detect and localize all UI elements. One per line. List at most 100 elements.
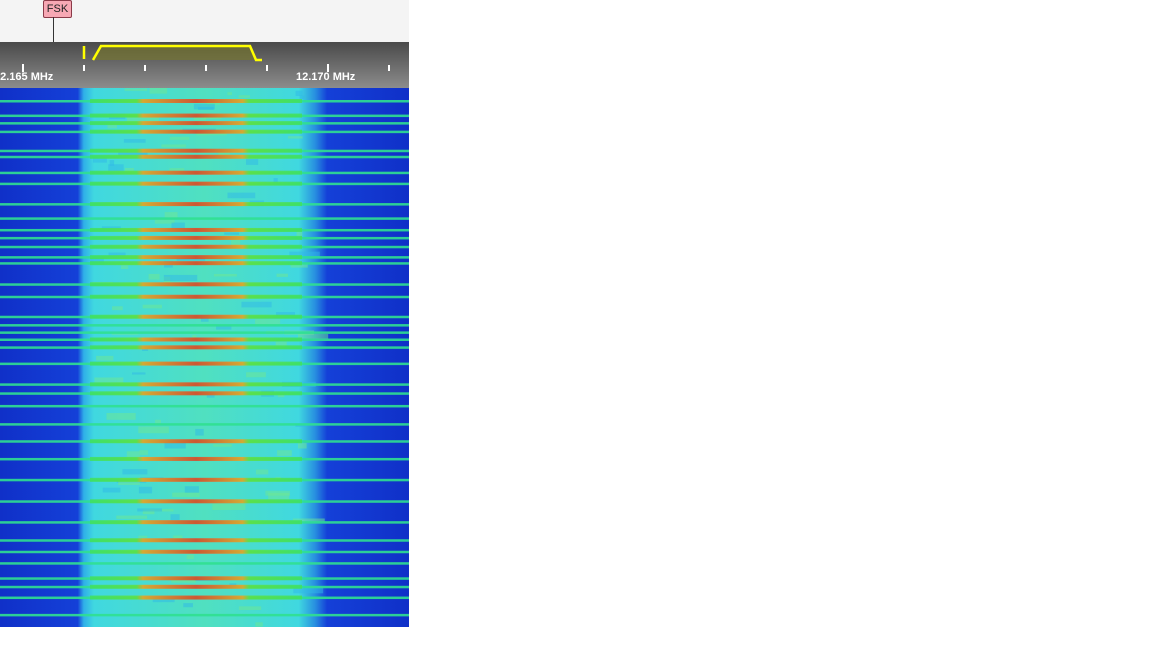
hot-stripe xyxy=(90,227,302,232)
noise xyxy=(124,168,134,172)
noise xyxy=(154,218,175,224)
hot-stripe xyxy=(90,244,302,249)
noise xyxy=(163,274,198,282)
noise xyxy=(112,306,123,311)
noise xyxy=(172,492,200,498)
noise xyxy=(164,212,178,219)
hot-stripe xyxy=(90,99,302,103)
noise xyxy=(184,486,199,493)
noise xyxy=(276,273,288,277)
noise xyxy=(193,116,207,121)
noise xyxy=(108,164,124,171)
noise xyxy=(299,95,305,99)
noise xyxy=(170,514,180,521)
hot-stripe xyxy=(90,520,302,525)
noise xyxy=(120,265,129,270)
noise xyxy=(148,273,160,280)
frequency-scale: 12.165 MHz 12.170 MHz xyxy=(0,42,409,88)
stripe xyxy=(0,217,409,220)
hot-stripe xyxy=(90,170,302,175)
noise xyxy=(149,88,168,94)
noise xyxy=(218,152,230,157)
noise xyxy=(241,301,272,308)
hot-stripe xyxy=(90,337,302,342)
noise xyxy=(109,160,115,166)
scale-graphics xyxy=(22,44,390,72)
noise xyxy=(275,341,287,347)
noise xyxy=(296,230,303,237)
noise xyxy=(289,251,320,257)
noise xyxy=(142,304,162,309)
noise xyxy=(273,178,278,185)
marker-bar: FSK xyxy=(0,0,409,42)
waterfall-panel: FSK 12.165 MHz 12.170 MHz xyxy=(0,0,409,627)
noise xyxy=(238,95,250,98)
noise xyxy=(127,114,160,122)
hot-stripe xyxy=(90,113,302,118)
noise xyxy=(195,428,204,436)
noise xyxy=(212,503,246,511)
noise xyxy=(265,490,290,496)
noise xyxy=(126,451,140,458)
hot-stripe xyxy=(90,121,302,126)
noise xyxy=(96,355,114,361)
ticks xyxy=(22,64,390,72)
scale-label: 12.165 MHz xyxy=(0,71,54,83)
hot-stripe xyxy=(90,595,302,600)
noise xyxy=(290,263,308,268)
noise xyxy=(293,587,324,594)
noise xyxy=(142,509,155,515)
hot-stripe xyxy=(90,477,302,482)
noise xyxy=(152,599,175,603)
noise xyxy=(298,443,307,449)
stripe xyxy=(0,324,409,327)
waterfall xyxy=(0,88,409,627)
hot-stripe xyxy=(90,538,302,543)
scale-label: 12.170 MHz xyxy=(296,71,356,83)
noise xyxy=(123,139,146,143)
passband-outline[interactable] xyxy=(91,44,262,62)
noise xyxy=(138,486,153,494)
noise xyxy=(213,273,237,277)
passband-fill xyxy=(93,46,258,60)
noise xyxy=(173,535,183,540)
noise xyxy=(292,518,325,522)
hot-stripe xyxy=(90,391,302,396)
noise xyxy=(224,232,240,235)
hot-stripe xyxy=(90,345,302,350)
noise xyxy=(142,348,149,351)
noise xyxy=(132,372,146,375)
hot-stripe xyxy=(90,439,302,444)
noise xyxy=(268,492,290,500)
noise xyxy=(255,319,281,325)
hot-stripe xyxy=(90,456,302,461)
noise xyxy=(107,124,117,129)
stripe xyxy=(0,331,409,334)
noise xyxy=(238,606,262,611)
hot-stripe xyxy=(90,261,302,266)
noise xyxy=(122,469,148,475)
noise xyxy=(161,144,187,148)
hot-stripe xyxy=(90,129,302,134)
noise xyxy=(203,116,222,120)
hot-stripe xyxy=(90,576,302,581)
noise xyxy=(186,554,194,560)
fsk-marker[interactable]: FSK xyxy=(43,0,72,18)
noise xyxy=(138,426,169,434)
noise xyxy=(227,192,256,199)
noise xyxy=(213,444,232,447)
noise xyxy=(216,324,232,330)
noise xyxy=(169,136,190,140)
hot-stripe xyxy=(90,202,302,207)
hot-stripe xyxy=(90,499,302,504)
noise xyxy=(255,622,263,627)
noise xyxy=(93,158,107,163)
noise xyxy=(295,90,303,96)
noise xyxy=(227,92,232,96)
noise xyxy=(137,508,163,512)
noise xyxy=(231,239,241,247)
noise xyxy=(139,450,149,455)
noise xyxy=(246,372,266,378)
hot-stripe xyxy=(90,361,302,366)
